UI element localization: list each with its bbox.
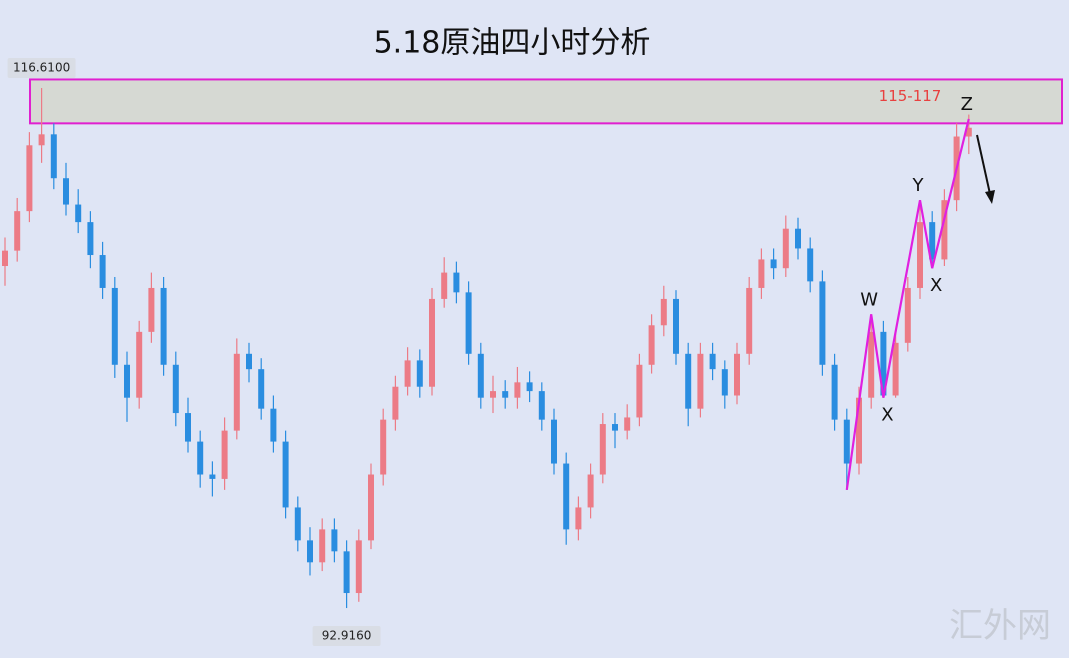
wave-label: Z <box>961 94 973 115</box>
wave-label: X <box>930 275 942 296</box>
wave-label: W <box>860 289 878 310</box>
candle-body <box>209 474 216 479</box>
candle-body <box>246 353 252 370</box>
candle-body <box>782 228 789 269</box>
candle-body <box>331 529 338 552</box>
candle-body <box>233 353 240 431</box>
candle-body <box>709 353 716 370</box>
candle-body <box>807 248 814 282</box>
candle-body <box>551 419 557 464</box>
candle-body <box>282 441 289 508</box>
candle-body <box>612 424 618 431</box>
candle-body <box>368 474 374 541</box>
candle-body <box>2 250 8 267</box>
watermark: 汇外网 <box>949 606 1051 646</box>
candle-body <box>648 325 655 365</box>
marker-box <box>312 626 381 647</box>
price-zone <box>29 78 1063 125</box>
candle-body <box>490 391 496 398</box>
candle-body <box>502 391 509 398</box>
candle-body <box>746 287 753 354</box>
marker-box <box>7 58 76 79</box>
candle-body <box>721 369 728 396</box>
candle-body <box>136 331 143 398</box>
candle-body <box>477 353 484 398</box>
candle-body <box>892 342 899 396</box>
candle-body <box>819 281 826 365</box>
candle-body <box>941 200 948 260</box>
marker-label: 92.9160 <box>322 629 372 643</box>
candle-body <box>111 287 118 365</box>
candle-body <box>148 287 155 332</box>
chart-title: 5.18原油四小时分析 <box>374 26 651 61</box>
candle-body <box>587 474 594 508</box>
candle-body <box>50 134 57 179</box>
candle-body <box>294 507 301 541</box>
candle-body <box>75 204 82 223</box>
candle-body <box>965 127 972 137</box>
candle-body <box>307 540 313 563</box>
candle-body <box>734 353 740 396</box>
candle-body <box>636 364 643 418</box>
candle-body <box>624 417 631 431</box>
candle-body <box>831 364 838 420</box>
candle-body <box>26 145 33 212</box>
candle-body <box>880 331 887 396</box>
candle-body <box>795 228 801 249</box>
candle-body <box>697 353 704 409</box>
candle-body <box>575 507 582 530</box>
candle-body <box>343 551 350 594</box>
candle-body <box>124 364 130 398</box>
arrow-head <box>985 190 995 204</box>
candle-body <box>38 134 45 146</box>
candle-body <box>185 413 191 442</box>
candle-body <box>770 259 777 269</box>
candle-body <box>868 331 875 398</box>
candle-body <box>599 424 606 475</box>
wave-line <box>845 118 970 491</box>
candle-body <box>270 408 277 442</box>
candle-body <box>172 364 179 414</box>
candle-body <box>197 441 204 475</box>
candle-body <box>453 272 460 293</box>
marker-label: 116.6100 <box>13 61 70 75</box>
candle-body <box>87 222 94 256</box>
candle-body <box>856 397 862 464</box>
candle-body <box>465 292 472 354</box>
arrow-shaft <box>976 134 991 195</box>
candle-body <box>355 540 362 594</box>
candle-body <box>221 430 228 479</box>
candle-body <box>416 360 423 387</box>
candle-body <box>392 386 399 420</box>
candle-body <box>319 529 326 563</box>
candle-body <box>380 419 387 475</box>
candle-body <box>14 211 21 251</box>
candle-body <box>929 222 936 260</box>
candle-body <box>404 360 411 387</box>
candle-body <box>758 259 765 288</box>
wave-label: X <box>881 405 893 426</box>
candle-body <box>514 382 521 398</box>
zone-label: 115-117 <box>879 87 942 105</box>
candle-body <box>843 419 850 464</box>
candle-body <box>441 272 448 299</box>
candle-body <box>429 298 435 387</box>
candle-body <box>538 391 545 420</box>
candle-body <box>904 287 911 343</box>
candle-body <box>673 298 679 354</box>
candle-body <box>660 298 667 326</box>
wave-label: Y <box>912 175 925 196</box>
candle-body <box>917 222 923 288</box>
candle-body <box>63 178 69 205</box>
candle-body <box>99 255 106 288</box>
candle-body <box>685 353 692 409</box>
candle-body <box>563 463 570 530</box>
candle-body <box>258 369 265 409</box>
trend-arrow <box>976 134 995 204</box>
candle-body <box>526 382 533 392</box>
candle-body <box>160 287 167 365</box>
